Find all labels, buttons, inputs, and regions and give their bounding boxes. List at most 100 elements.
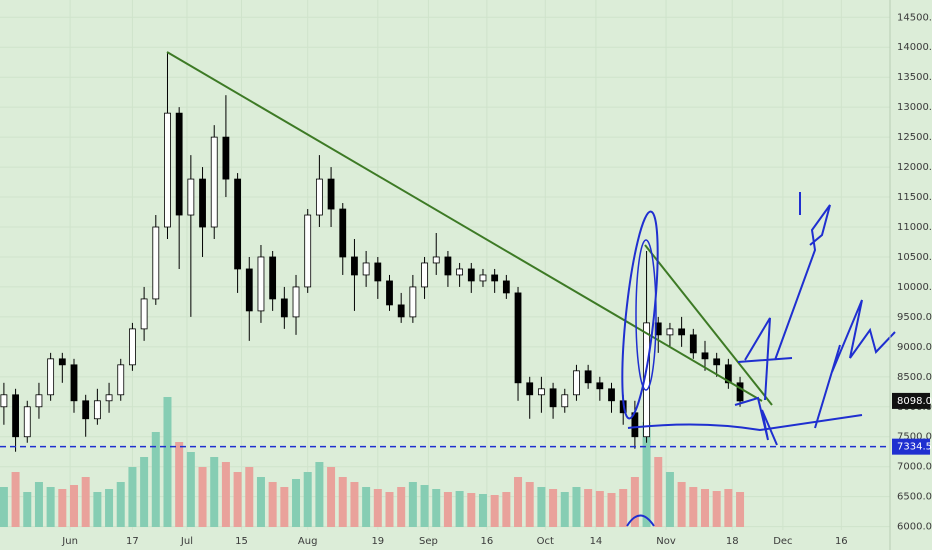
candle-body <box>561 394 569 408</box>
volume-bar <box>420 485 429 527</box>
candle-body <box>269 256 277 300</box>
volume-bar <box>256 477 265 527</box>
candle-body <box>479 274 487 282</box>
candle-body <box>47 358 55 396</box>
volume-bar <box>689 487 698 527</box>
volume-bar <box>186 452 195 527</box>
volume-bar <box>502 492 511 527</box>
grid <box>0 0 890 530</box>
candle-body <box>374 262 382 282</box>
volume-bar <box>432 489 441 527</box>
candle-body <box>538 388 545 396</box>
candle-body <box>0 394 8 408</box>
scribble <box>627 414 863 432</box>
volume-bar <box>327 467 336 527</box>
volume-bar <box>736 492 745 527</box>
x-tick-label: 16 <box>481 536 494 547</box>
volume-bar <box>93 492 102 527</box>
candle-body <box>724 364 732 384</box>
volume-bar <box>245 467 254 527</box>
y-tick-label: 7500.0 <box>897 432 932 443</box>
candle-body <box>210 136 218 228</box>
volume-bar <box>385 492 394 527</box>
candle-body <box>304 214 312 288</box>
candle-body <box>526 382 534 396</box>
candle-body <box>105 394 113 402</box>
volume-bar <box>70 485 79 527</box>
y-tick-label: 11000.0 <box>897 222 932 233</box>
volume-bar <box>455 491 464 527</box>
candle-body <box>678 328 686 336</box>
candle-body <box>549 388 557 408</box>
y-tick-label: 14500.0 <box>897 12 932 23</box>
candle-body <box>514 292 522 384</box>
candle-body <box>713 358 721 366</box>
x-tick-label: 17 <box>126 536 139 547</box>
y-tick-label: 10000.0 <box>897 282 932 293</box>
volume-bar <box>11 472 20 527</box>
volume-bar <box>537 487 546 527</box>
candle-body <box>339 208 347 258</box>
y-tick-label: 14000.0 <box>897 42 932 53</box>
candle-body <box>82 400 90 420</box>
volume-bar <box>619 489 628 527</box>
candle-body <box>409 286 417 318</box>
candle-body <box>351 256 358 276</box>
scribble <box>734 396 778 446</box>
volume-bar <box>268 482 277 527</box>
candle-body <box>397 304 405 318</box>
candle-body <box>292 286 300 318</box>
support-label: 7334.5 <box>897 442 932 453</box>
candle-body <box>117 364 125 396</box>
candle-body <box>187 178 195 216</box>
y-tick-label: 6000.0 <box>897 522 932 533</box>
candle-body <box>596 382 604 390</box>
volume-bar <box>140 457 149 527</box>
candle-body <box>432 256 440 264</box>
candle-body <box>421 262 428 288</box>
volume-bar <box>350 482 359 527</box>
y-tick-label: 13000.0 <box>897 102 932 113</box>
candle-body <box>456 268 464 276</box>
volume-bar <box>151 432 160 527</box>
volume-bar <box>712 491 721 527</box>
price-tag <box>892 438 930 455</box>
volume-bar <box>560 492 569 527</box>
volume-bar <box>46 487 55 527</box>
volume-bar <box>315 462 324 527</box>
volume-bar <box>490 495 499 527</box>
volume-bar <box>630 477 639 527</box>
volume-bar <box>677 482 686 527</box>
volume-bar <box>443 492 452 527</box>
scribble <box>814 299 896 429</box>
ellipse-drawing <box>621 210 659 420</box>
candle-body <box>12 394 19 438</box>
volume-bar <box>23 492 32 527</box>
x-tick-label: 16 <box>835 536 848 547</box>
volume-bar <box>210 457 219 527</box>
volume-bar <box>0 487 8 527</box>
x-tick-label: Jun <box>61 536 78 547</box>
candle-body <box>666 328 674 336</box>
volume-bar <box>128 467 137 527</box>
candle-body <box>152 226 160 300</box>
candle-body <box>362 262 370 276</box>
volume-bar <box>373 489 382 527</box>
candle-body <box>701 352 709 360</box>
candle-body <box>257 256 265 312</box>
volume-bar <box>233 472 242 527</box>
x-tick-label: 19 <box>371 536 384 547</box>
volume-bar <box>362 487 371 527</box>
y-tick-label: 9500.0 <box>897 312 932 323</box>
y-tick-label: 6500.0 <box>897 492 932 503</box>
x-tick-label: 18 <box>726 536 739 547</box>
x-tick-label: Sep <box>419 536 438 547</box>
y-tick-label: 9000.0 <box>897 342 932 353</box>
volume-bar <box>163 397 172 527</box>
volume-bar <box>397 487 406 527</box>
y-tick-label: 12500.0 <box>897 132 932 143</box>
volume-bar <box>478 494 487 527</box>
candle-body <box>327 178 335 210</box>
candle-body <box>70 364 78 402</box>
